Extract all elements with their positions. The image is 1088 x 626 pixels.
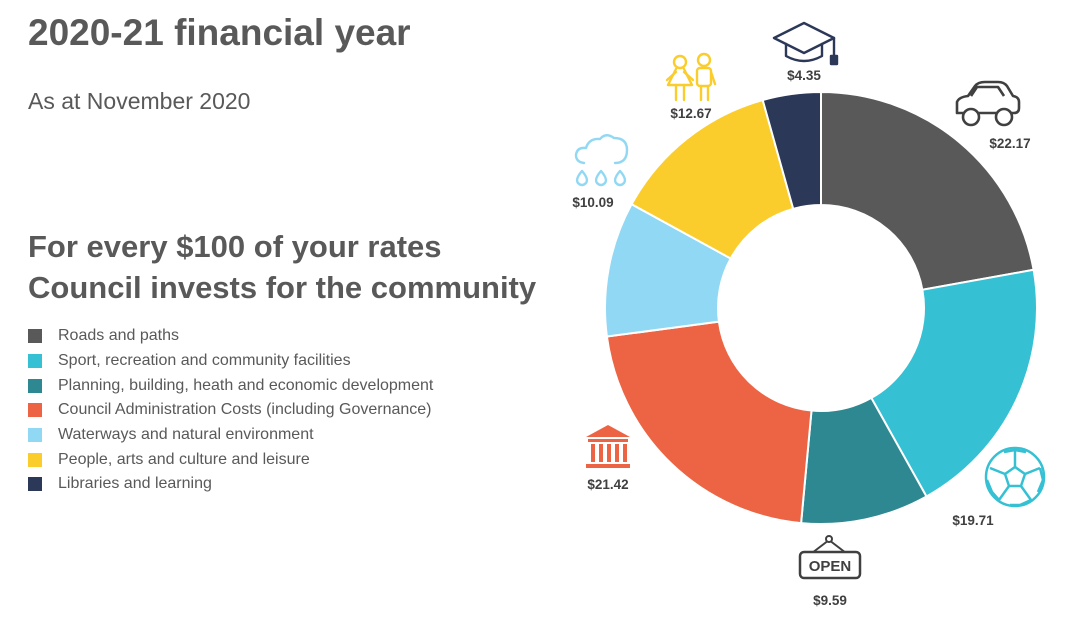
open-sign-icon: OPEN: [798, 535, 862, 580]
legend-item: Waterways and natural environment: [28, 423, 433, 448]
donut-slice: [605, 320, 813, 525]
chart-legend: Roads and paths Sport, recreation and co…: [28, 324, 433, 497]
value-label: $9.59: [813, 593, 847, 608]
legend-swatch: [28, 452, 42, 467]
children-icon: [665, 52, 717, 102]
legend-swatch: [28, 378, 42, 393]
donut-slice: [869, 268, 1038, 498]
legend-label: Libraries and learning: [58, 475, 212, 493]
legend-item: Libraries and learning: [28, 472, 433, 497]
value-label: $4.35: [787, 68, 821, 83]
soccer-ball-icon: [984, 446, 1046, 508]
donut-chart: $22.17 $19.71 $9.59 $21.42 $10.09 $12.67…: [572, 21, 1046, 608]
page-title: 2020-21 financial year: [28, 12, 411, 53]
value-label: $10.09: [572, 195, 613, 210]
donut-slice: [761, 90, 822, 211]
legend-label: Waterways and natural environment: [58, 426, 314, 444]
legend-label: Council Administration Costs (including …: [58, 401, 432, 419]
legend-swatch: [28, 477, 42, 492]
donut-slices: [604, 90, 1038, 525]
donut-slice: [630, 98, 795, 260]
headline: For every $100 of your rates Council inv…: [28, 226, 536, 308]
page-subtitle: As at November 2020: [28, 88, 251, 114]
value-label: $22.17: [989, 136, 1030, 151]
graduation-cap-icon: [772, 21, 839, 66]
legend-label: Planning, building, heath and economic d…: [58, 376, 434, 394]
headline-line-1: For every $100 of your rates: [28, 229, 442, 264]
rain-cloud-icon: [574, 134, 629, 187]
donut-slice: [820, 90, 1035, 291]
legend-item: Roads and paths: [28, 324, 433, 349]
legend-item: Council Administration Costs (including …: [28, 398, 433, 423]
legend-swatch: [28, 354, 42, 369]
headline-line-2: Council invests for the community: [28, 270, 537, 305]
building-columns-icon: [586, 425, 630, 468]
value-label: $19.71: [952, 513, 994, 528]
legend-swatch: [28, 403, 42, 418]
value-label: $12.67: [670, 106, 711, 121]
legend-item: Planning, building, heath and economic d…: [28, 373, 433, 398]
legend-label: Roads and paths: [58, 327, 179, 345]
svg-text:OPEN: OPEN: [809, 558, 852, 575]
legend-swatch: [28, 428, 42, 443]
legend-label: Sport, recreation and community faciliti…: [58, 352, 351, 370]
legend-swatch: [28, 329, 42, 344]
legend-item: People, arts and culture and leisure: [28, 447, 433, 472]
legend-item: Sport, recreation and community faciliti…: [28, 349, 433, 374]
legend-label: People, arts and culture and leisure: [58, 450, 310, 468]
value-labels: $22.17 $19.71 $9.59 $21.42 $10.09 $12.67…: [572, 68, 1030, 608]
car-icon: [955, 80, 1021, 127]
value-label: $21.42: [587, 477, 628, 492]
